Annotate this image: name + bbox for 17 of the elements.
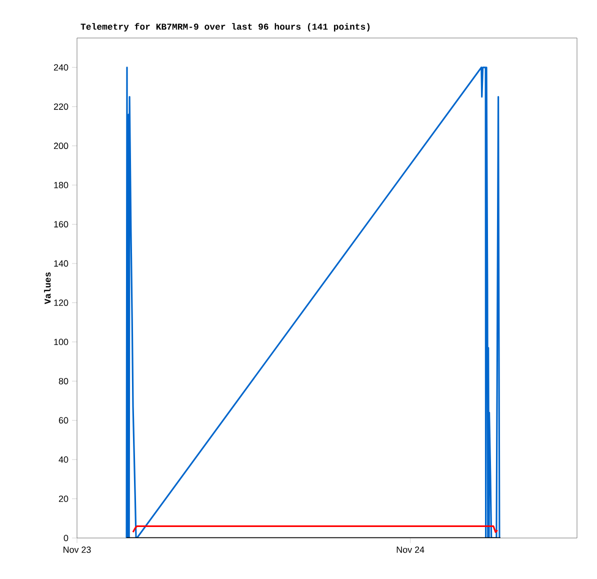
y-tick-label: 180 [54, 182, 68, 188]
x-tick-label: Nov 23 [64, 546, 91, 553]
y-tick-label: 200 [54, 142, 68, 150]
y-tick-label: 140 [54, 260, 68, 267]
x-tick-label: Nov 24 [396, 546, 424, 553]
y-tick-label: 20 [58, 496, 68, 502]
y-tick-label: 100 [54, 338, 68, 346]
y-tick-label: 60 [58, 417, 68, 424]
chart-title: Telemetry for KB7MRM-9 over last 96 hours (141 points) [80, 23, 370, 32]
y-axis-title: Values [44, 272, 51, 304]
y-tick-label: 0 [64, 534, 68, 542]
y-tick-label: 80 [58, 378, 68, 384]
y-tick-label: 240 [54, 64, 68, 71]
y-tick-label: 160 [54, 221, 68, 228]
y-tick-label: 220 [54, 103, 68, 110]
y-tick-label: 40 [58, 456, 68, 463]
y-tick-label: 120 [54, 300, 68, 306]
